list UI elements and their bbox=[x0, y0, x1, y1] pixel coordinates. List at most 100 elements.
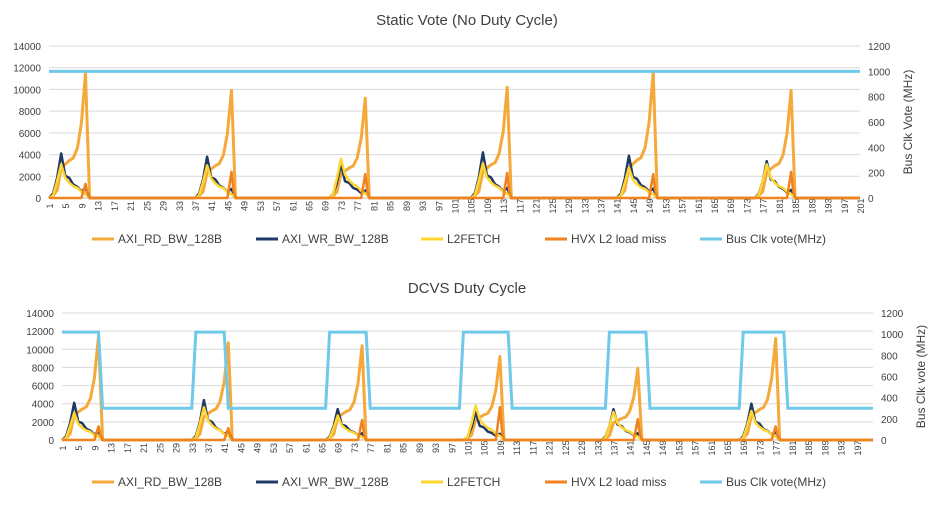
series-line-l2fetch bbox=[48, 157, 860, 200]
x-tick-label: 49 bbox=[240, 201, 250, 211]
x-tick-label: 77 bbox=[353, 201, 363, 211]
series-line-axi-rd-bw-128b bbox=[61, 335, 873, 442]
x-tick-label: 41 bbox=[207, 201, 217, 211]
x-tick-label: 129 bbox=[564, 198, 574, 213]
y-tick-label: 12000 bbox=[13, 64, 41, 75]
legend: AXI_RD_BW_128B AXI_WR_BW_128B L2FETCH HVX L… bbox=[92, 475, 826, 489]
x-tick-label: 197 bbox=[853, 440, 863, 455]
x-tick-label: 5 bbox=[74, 445, 84, 450]
x-tick-label: 33 bbox=[175, 201, 185, 211]
y2-tick-label: 200 bbox=[868, 169, 885, 180]
x-tick-label: 145 bbox=[642, 440, 652, 455]
x-tick-label: 89 bbox=[402, 201, 412, 211]
legend: AXI_RD_BW_128B AXI_WR_BW_128B L2FETCH HVX L… bbox=[92, 232, 826, 246]
y-tick-label: 0 bbox=[35, 194, 41, 205]
y2-tick-label: 0 bbox=[868, 194, 874, 205]
y2-tick-label: 600 bbox=[881, 373, 898, 384]
x-tick-label: 149 bbox=[658, 440, 668, 455]
x-tick-label: 45 bbox=[223, 201, 233, 211]
x-tick-label: 113 bbox=[499, 199, 509, 213]
y2-tick-label: 1200 bbox=[868, 42, 891, 53]
legend-label: AXI_RD_BW_128B bbox=[118, 475, 222, 489]
x-tick-label: 197 bbox=[840, 198, 850, 213]
x-tick-label: 97 bbox=[434, 201, 444, 211]
x-tick-label: 157 bbox=[678, 198, 688, 213]
x-tick-label: 121 bbox=[532, 198, 542, 213]
series-line-l2fetch bbox=[61, 404, 873, 442]
x-tick-label: 189 bbox=[820, 440, 830, 455]
x-tick-label: 109 bbox=[496, 440, 506, 455]
x-tick-label: 37 bbox=[204, 443, 214, 453]
x-tick-label: 165 bbox=[710, 198, 720, 213]
x-tick-label: 173 bbox=[742, 198, 752, 213]
y-tick-label: 10000 bbox=[26, 345, 54, 356]
chart-title: DCVS Duty Cycle bbox=[408, 280, 526, 297]
y2-tick-label: 1000 bbox=[881, 330, 904, 341]
y-tick-label: 14000 bbox=[13, 42, 41, 53]
y2-tick-label: 800 bbox=[868, 93, 885, 104]
x-tick-label: 133 bbox=[593, 440, 603, 455]
x-tick-label: 21 bbox=[126, 201, 136, 211]
x-tick-label: 25 bbox=[155, 443, 165, 453]
x-tick-label: 1 bbox=[45, 203, 55, 208]
x-tick-label: 25 bbox=[142, 201, 152, 211]
x-tick-label: 81 bbox=[382, 443, 392, 453]
x-tick-label: 189 bbox=[807, 198, 817, 213]
y2-axis-label: Bus Clk Vote (MHz) bbox=[901, 70, 915, 175]
x-tick-label: 85 bbox=[399, 443, 409, 453]
x-tick-label: 113 bbox=[512, 441, 522, 455]
x-tick-label: 141 bbox=[626, 440, 636, 455]
legend-label: Bus Clk vote(MHz) bbox=[726, 475, 826, 489]
x-tick-label: 69 bbox=[334, 443, 344, 453]
x-tick-label: 17 bbox=[123, 443, 133, 453]
x-tick-label: 81 bbox=[369, 201, 379, 211]
x-tick-label: 109 bbox=[483, 198, 493, 213]
legend-label: HVX L2 load miss bbox=[571, 232, 666, 246]
x-tick-label: 117 bbox=[528, 441, 538, 455]
chart-title: Static Vote (No Duty Cycle) bbox=[376, 12, 558, 29]
y-tick-label: 12000 bbox=[26, 327, 54, 338]
x-tick-label: 137 bbox=[609, 440, 619, 455]
legend-label: AXI_WR_BW_128B bbox=[282, 475, 389, 489]
x-tick-label: 121 bbox=[545, 440, 555, 455]
series-line-hvx-l2-load-miss bbox=[62, 406, 873, 442]
x-tick-label: 89 bbox=[415, 443, 425, 453]
x-tick-label: 173 bbox=[755, 440, 765, 455]
y2-axis-label: Bus Clk vote (MHz) bbox=[914, 325, 928, 428]
x-tick-label: 13 bbox=[94, 201, 104, 211]
x-tick-label: 193 bbox=[837, 440, 847, 455]
x-tick-label: 73 bbox=[350, 443, 360, 453]
x-tick-label: 33 bbox=[188, 443, 198, 453]
legend-label: AXI_WR_BW_128B bbox=[282, 232, 389, 246]
x-tick-label: 169 bbox=[739, 440, 749, 455]
legend-label: Bus Clk vote(MHz) bbox=[726, 232, 826, 246]
x-tick-label: 61 bbox=[301, 443, 311, 453]
y2-tick-label: 600 bbox=[868, 118, 885, 129]
y2-tick-label: 1000 bbox=[868, 67, 891, 78]
x-tick-label: 185 bbox=[791, 198, 801, 213]
y2-tick-label: 800 bbox=[881, 351, 898, 362]
x-tick-label: 5 bbox=[61, 203, 71, 208]
x-tick-label: 13 bbox=[107, 443, 117, 453]
x-tick-label: 177 bbox=[772, 440, 782, 455]
y-tick-label: 4000 bbox=[19, 151, 42, 162]
series-line-axi-rd-bw-128b bbox=[48, 70, 860, 200]
x-tick-label: 165 bbox=[723, 440, 733, 455]
x-tick-label: 153 bbox=[674, 440, 684, 455]
y-tick-label: 14000 bbox=[26, 309, 54, 320]
x-tick-label: 93 bbox=[418, 201, 428, 211]
x-tick-label: 117 bbox=[515, 199, 525, 213]
y-tick-label: 2000 bbox=[32, 418, 55, 429]
x-tick-label: 185 bbox=[804, 440, 814, 455]
y2-tick-label: 400 bbox=[881, 394, 898, 405]
chart-panel-1: Static Vote (No Duty Cycle)0200040006000… bbox=[13, 12, 915, 246]
x-tick-label: 93 bbox=[431, 443, 441, 453]
x-tick-label: 37 bbox=[191, 201, 201, 211]
x-tick-label: 53 bbox=[269, 443, 279, 453]
x-tick-label: 125 bbox=[561, 440, 571, 455]
x-tick-label: 45 bbox=[236, 443, 246, 453]
y-tick-label: 0 bbox=[48, 436, 54, 447]
x-tick-label: 85 bbox=[386, 201, 396, 211]
